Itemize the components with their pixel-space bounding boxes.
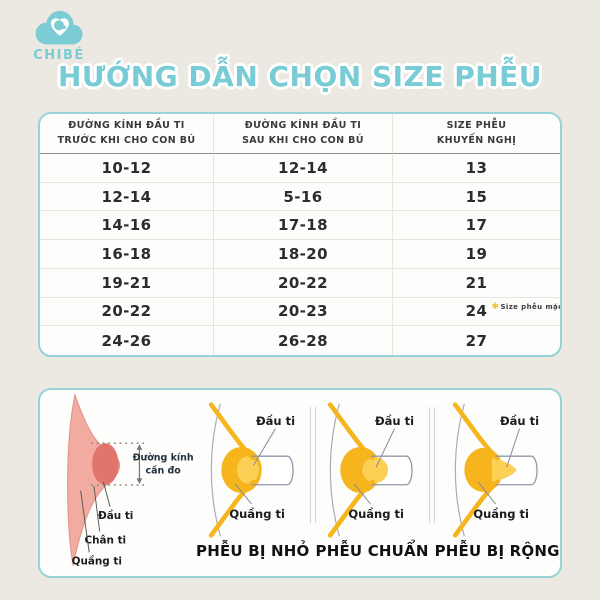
breast-measure-diagram: Đường kính cần đo Đầu ti Chân ti Quầng t…: [67, 392, 194, 568]
table-cell: 19-21: [40, 269, 213, 298]
brand-name: CHIBÉ: [33, 48, 85, 63]
top-leader-line: [252, 428, 276, 466]
table-cell: 20-23: [213, 297, 392, 327]
table-cell: 17-18: [213, 211, 392, 241]
table-cell: 26-28: [213, 326, 392, 355]
funnel-areola-label: Quầng ti: [473, 507, 529, 521]
nipple-tip: [236, 456, 259, 484]
funnel-areola-label: Quầng ti: [348, 507, 404, 521]
bottom-leader-line: [234, 483, 252, 505]
table-cell: 20-22: [213, 268, 392, 298]
default-size-note-text: Size phễu mặc định: [500, 303, 562, 312]
top-leader-line: [375, 428, 396, 468]
table-cell: 20-22: [40, 298, 213, 327]
funnel-nipple-label: Đầu ti: [375, 414, 414, 428]
base-leader-line: [93, 485, 101, 532]
funnel-section-standard: Đầu ti Quầng ti PHỄU CHUẨN: [316, 393, 429, 573]
bottom-leader-line: [353, 483, 372, 505]
measure-label-line1: Đường kính: [133, 452, 194, 463]
section-divider: [428, 407, 435, 523]
tube-outline: [370, 455, 413, 486]
table-cell: 12-14: [213, 154, 392, 183]
nipple-tip: [362, 457, 389, 483]
measure-label-line2: cần đo: [145, 466, 181, 477]
table-cell: 21: [392, 268, 560, 298]
table-cell: 5-16: [213, 182, 392, 212]
col-header-after: ĐƯỜNG KÍNH ĐẦU TI SAU KHI CHO CON BÚ: [213, 114, 392, 154]
flange-rim: [210, 403, 221, 537]
table-cell: 18-20: [213, 240, 392, 269]
areola-leader-line: [80, 490, 90, 553]
header-line: ĐƯỜNG KÍNH ĐẦU TI: [68, 120, 185, 132]
table-cell-default-size: 24 ✱ Size phễu mặc định: [392, 297, 562, 327]
star-icon: ✱: [491, 301, 500, 312]
funnel-nipple-label: Đầu ti: [256, 414, 295, 428]
header-line: SAU KHI CHO CON BÚ: [242, 135, 364, 146]
default-size-note: ✱ Size phễu mặc định: [491, 301, 562, 312]
col-header-size: SIZE PHỄU KHUYẾN NGHỊ: [392, 114, 560, 154]
nipple-tip: [492, 458, 517, 482]
size-value: 24: [465, 302, 488, 321]
table-cell: 10-12: [40, 154, 213, 183]
flange-rim: [329, 403, 340, 537]
funnel-bottom-edge: [452, 479, 500, 538]
measure-section: Đường kính cần đo Đầu ti Chân ti Quầng t…: [46, 392, 196, 573]
table-cell: 19: [392, 240, 560, 269]
funnel-caption-wide: PHỄU BỊ RỘNG: [434, 542, 560, 560]
funnel-top-edge: [327, 402, 375, 461]
table-cell: 12-14: [40, 183, 213, 212]
header-line: TRƯỚC KHI CHO CON BÚ: [57, 135, 196, 146]
funnel-caption-standard: PHỄU CHUẨN: [315, 542, 429, 560]
table-cell: 17: [392, 211, 560, 241]
top-leader-line: [506, 428, 521, 468]
chibe-logo-icon: [35, 10, 83, 45]
table-cell: 16-18: [40, 240, 213, 269]
funnel-bottom-edge: [208, 479, 256, 538]
table-cell: 15: [392, 182, 560, 212]
funnel-top-edge: [452, 402, 500, 461]
header-line: KHUYẾN NGHỊ: [436, 135, 517, 146]
chibe-logo: CHIBÉ: [20, 8, 98, 63]
funnel-nipple-label: Đầu ti: [500, 414, 539, 428]
table-cell: 14-16: [40, 211, 213, 241]
size-table: ĐƯỜNG KÍNH ĐẦU TI TRƯỚC KHI CHO CON BÚ Đ…: [38, 112, 562, 357]
nipple-shape: [92, 443, 119, 485]
page-title: HƯỚNG DẪN CHỌN SIZE PHỄU: [57, 60, 543, 93]
header-line: SIZE PHỄU: [446, 120, 507, 132]
funnel-section-wide: Đầu ti Quầng ti PHỄU BỊ RỘNG: [435, 393, 560, 573]
funnel-top-edge: [208, 402, 256, 461]
bottom-leader-line: [477, 481, 497, 505]
funnel-bottom-edge: [327, 479, 375, 538]
tube-outline: [495, 455, 538, 486]
section-divider: [309, 407, 316, 523]
nipple-leader-line: [102, 481, 111, 507]
diagram-panel: Đường kính cần đo Đầu ti Chân ti Quầng t…: [38, 388, 562, 578]
funnel-caption-small: PHỄU BỊ NHỎ: [196, 542, 310, 560]
flange-rim: [454, 403, 466, 537]
funnel-section-small: Đầu ti Quầng ti PHỄU BỊ NHỎ: [196, 393, 310, 573]
tube-outline: [251, 455, 294, 486]
table-cell: 24-26: [101, 331, 152, 350]
funnel-areola-label: Quầng ti: [229, 507, 285, 521]
header-line: ĐƯỜNG KÍNH ĐẦU TI: [244, 120, 362, 132]
funnel-wide-diagram: Đầu ti Quầng ti: [452, 402, 539, 538]
table-cell: 27: [392, 326, 560, 355]
areola-label: Quầng ti: [72, 556, 122, 568]
base-label: Chân ti: [84, 535, 126, 547]
funnel-standard-diagram: Đầu ti Quầng ti: [327, 402, 414, 538]
funnel-small-diagram: Đầu ti Quầng ti: [208, 402, 295, 538]
measure-arrow-icon: [136, 444, 143, 484]
nipple-label: Đầu ti: [98, 510, 133, 522]
table-cell: 13: [392, 154, 560, 183]
col-header-before: ĐƯỜNG KÍNH ĐẦU TI TRƯỚC KHI CHO CON BÚ: [40, 114, 213, 154]
